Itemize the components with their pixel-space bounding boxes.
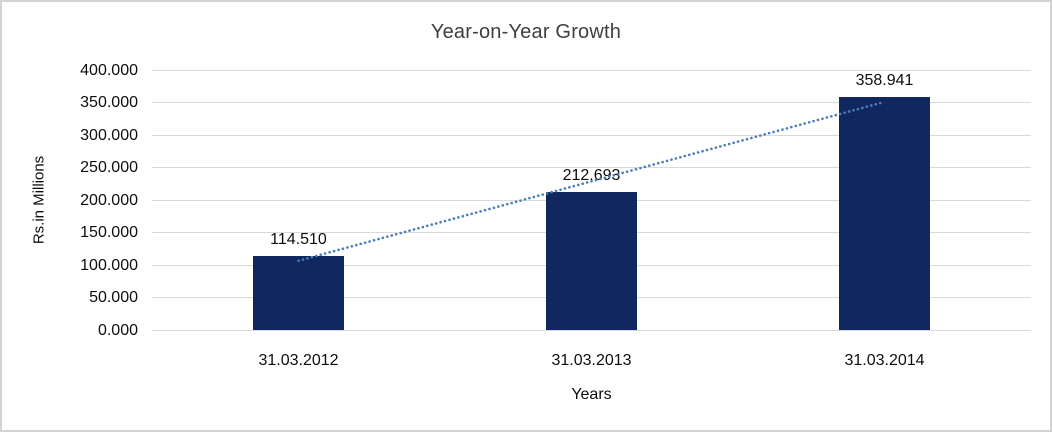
y-tick-label: 400.000 — [80, 61, 138, 79]
gridline — [152, 329, 1031, 331]
gridline — [152, 69, 1031, 71]
bar[interactable] — [253, 255, 344, 330]
y-tick-label: 150.000 — [80, 224, 138, 241]
bar-value-label: 358.941 — [855, 71, 914, 89]
y-tick-label: 250.000 — [80, 159, 138, 176]
bar[interactable] — [546, 191, 637, 330]
y-tick-label: 300.000 — [80, 126, 138, 144]
x-tick-label: 31.03.2012 — [258, 352, 339, 369]
x-tick-label: 31.03.2013 — [551, 352, 632, 369]
y-tick-label: 100.000 — [80, 256, 138, 274]
y-tick-label: 0.000 — [97, 321, 138, 339]
y-tick-label: 50.000 — [89, 289, 138, 306]
bar-value-label: 212.693 — [562, 166, 621, 184]
chart-title: Year-on-Year Growth — [430, 21, 622, 43]
y-tick-label: 350.000 — [80, 94, 138, 111]
x-axis-title: Years — [571, 386, 612, 403]
bar[interactable] — [839, 96, 930, 330]
y-tick-label: 200.000 — [80, 191, 138, 209]
x-tick-label: 31.03.2014 — [844, 352, 925, 369]
bar-value-label: 114.510 — [270, 230, 327, 248]
